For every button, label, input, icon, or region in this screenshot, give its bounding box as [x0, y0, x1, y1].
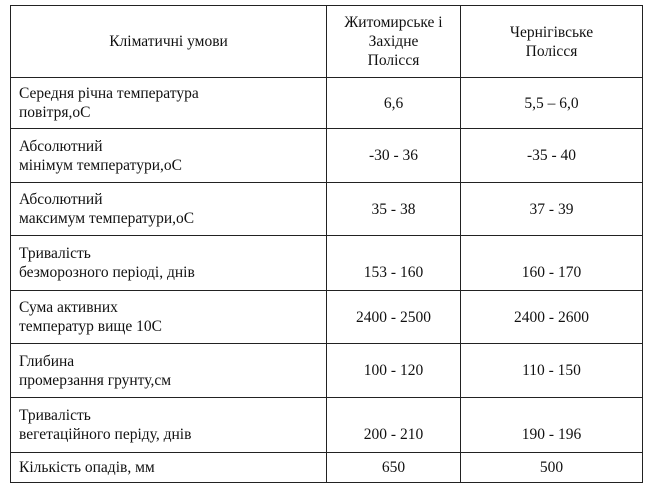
cell-line: 100 - 120 [363, 362, 424, 379]
cell-line: 110 - 150 [522, 362, 581, 379]
cell-line: 35 - 38 [371, 200, 416, 218]
table-cell: 37 - 39 [460, 182, 643, 236]
climate-table: Кліматичні умови Житомирське і Західне Полі… [10, 5, 643, 483]
cell-line: Кліматичні умови [109, 33, 228, 50]
cell-line: 6,6 [383, 94, 404, 112]
cell-line: 153 - 160 [363, 263, 424, 281]
cell-line: мінімум температури,оС [19, 156, 182, 174]
cell-line: 5,5 – 6,0 [524, 94, 579, 112]
cell-line: безморозного періоді, днів [19, 264, 195, 281]
cell-line: вегетаційного періду, днів [19, 426, 192, 443]
cell-line: промерзання грунту,см [19, 371, 172, 389]
cell-line: максимум температури,оС [19, 210, 195, 227]
table-cell: 2400 - 2500 [326, 290, 461, 344]
table-cell: 153 - 160 [326, 235, 461, 291]
table-cell: Тривалість безморозного періоді, днів [10, 235, 327, 291]
table-cell: 160 - 170 [460, 235, 643, 291]
cell-line: -35 - 40 [526, 147, 577, 164]
header-cell: Чернігівське Полісся [460, 5, 643, 78]
cell-line: 500 [539, 459, 564, 476]
table-cell: Абсолютний мінімум температури,оС [10, 128, 327, 183]
cell-line: Абсолютний [19, 191, 103, 208]
cell-line: 160 - 170 [521, 263, 582, 281]
table-row: Глибина промерзання грунту,см 100 - 120 110… [10, 343, 643, 398]
table-cell: 110 - 150 [460, 343, 643, 398]
cell-line: Житомирське і [344, 14, 443, 31]
table-cell: 200 - 210 [326, 397, 461, 453]
cell-line: Західне [368, 33, 419, 50]
header-row: Кліматичні умови Житомирське і Західне Полі… [10, 5, 643, 78]
table-cell: 500 [460, 452, 643, 483]
table-row: Тривалість безморозного періоді, днів 153 … [10, 235, 643, 291]
table-cell: Сума активних температур вище 10С [10, 290, 327, 344]
cell-line: Сума активних [19, 299, 118, 316]
table-cell: 2400 - 2600 [460, 290, 643, 344]
table-cell: 6,6 [326, 77, 461, 129]
cell-line: Чернігівське [509, 23, 594, 41]
table-cell: 650 [326, 452, 461, 483]
table-cell: Абсолютний максимум температури,оС [10, 182, 327, 236]
cell-line: Абсолютний [19, 137, 103, 155]
table-row: Тривалість вегетаційного періду, днів 200 … [10, 397, 643, 453]
cell-line: -30 - 36 [368, 147, 419, 164]
table-cell: 35 - 38 [326, 182, 461, 236]
cell-line: 650 [381, 459, 406, 476]
table-cell: Кількість опадів, мм [10, 452, 327, 483]
cell-line: 2400 - 2600 [514, 308, 589, 326]
table-row: Кількість опадів, мм 650 500 [10, 452, 643, 483]
table-cell: Середня річна температура повітря,оС [10, 77, 327, 129]
header-cell: Кліматичні умови [10, 5, 327, 78]
cell-line: повітря,оС [19, 104, 91, 121]
cell-line: 190 - 196 [521, 425, 582, 443]
table-cell: Тривалість вегетаційного періду, днів [10, 397, 327, 453]
table-row: Абсолютний максимум температури,оС 35 - 38… [10, 182, 643, 236]
table-row: Абсолютний мінімум температури,оС -30 - 36… [10, 128, 643, 183]
table-cell: 190 - 196 [460, 397, 643, 453]
table-row: Сума активних температур вище 10С 2400 - 2… [10, 290, 643, 344]
cell-line: Середня річна температура [19, 85, 199, 102]
cell-line: Полісся [367, 52, 420, 69]
table-cell: 100 - 120 [326, 343, 461, 398]
table-cell: -35 - 40 [460, 128, 643, 183]
table-cell: Глибина промерзання грунту,см [10, 343, 327, 398]
cell-line: Полісся [525, 42, 578, 60]
table-cell: 5,5 – 6,0 [460, 77, 643, 129]
cell-line: 2400 - 2500 [356, 308, 431, 326]
cell-line: Тривалість [19, 407, 91, 424]
cell-line: Глибина [19, 352, 75, 370]
cell-line: 200 - 210 [363, 425, 424, 443]
header-cell: Житомирське і Західне Полісся [326, 5, 461, 78]
cell-line: Кількість опадів, мм [19, 459, 155, 476]
cell-line: 37 - 39 [529, 200, 574, 218]
cell-line: температур вище 10С [19, 318, 162, 335]
table-cell: -30 - 36 [326, 128, 461, 183]
table-row: Середня річна температура повітря,оС 6,6 5,… [10, 77, 643, 129]
cell-line: Тривалість [19, 245, 91, 262]
